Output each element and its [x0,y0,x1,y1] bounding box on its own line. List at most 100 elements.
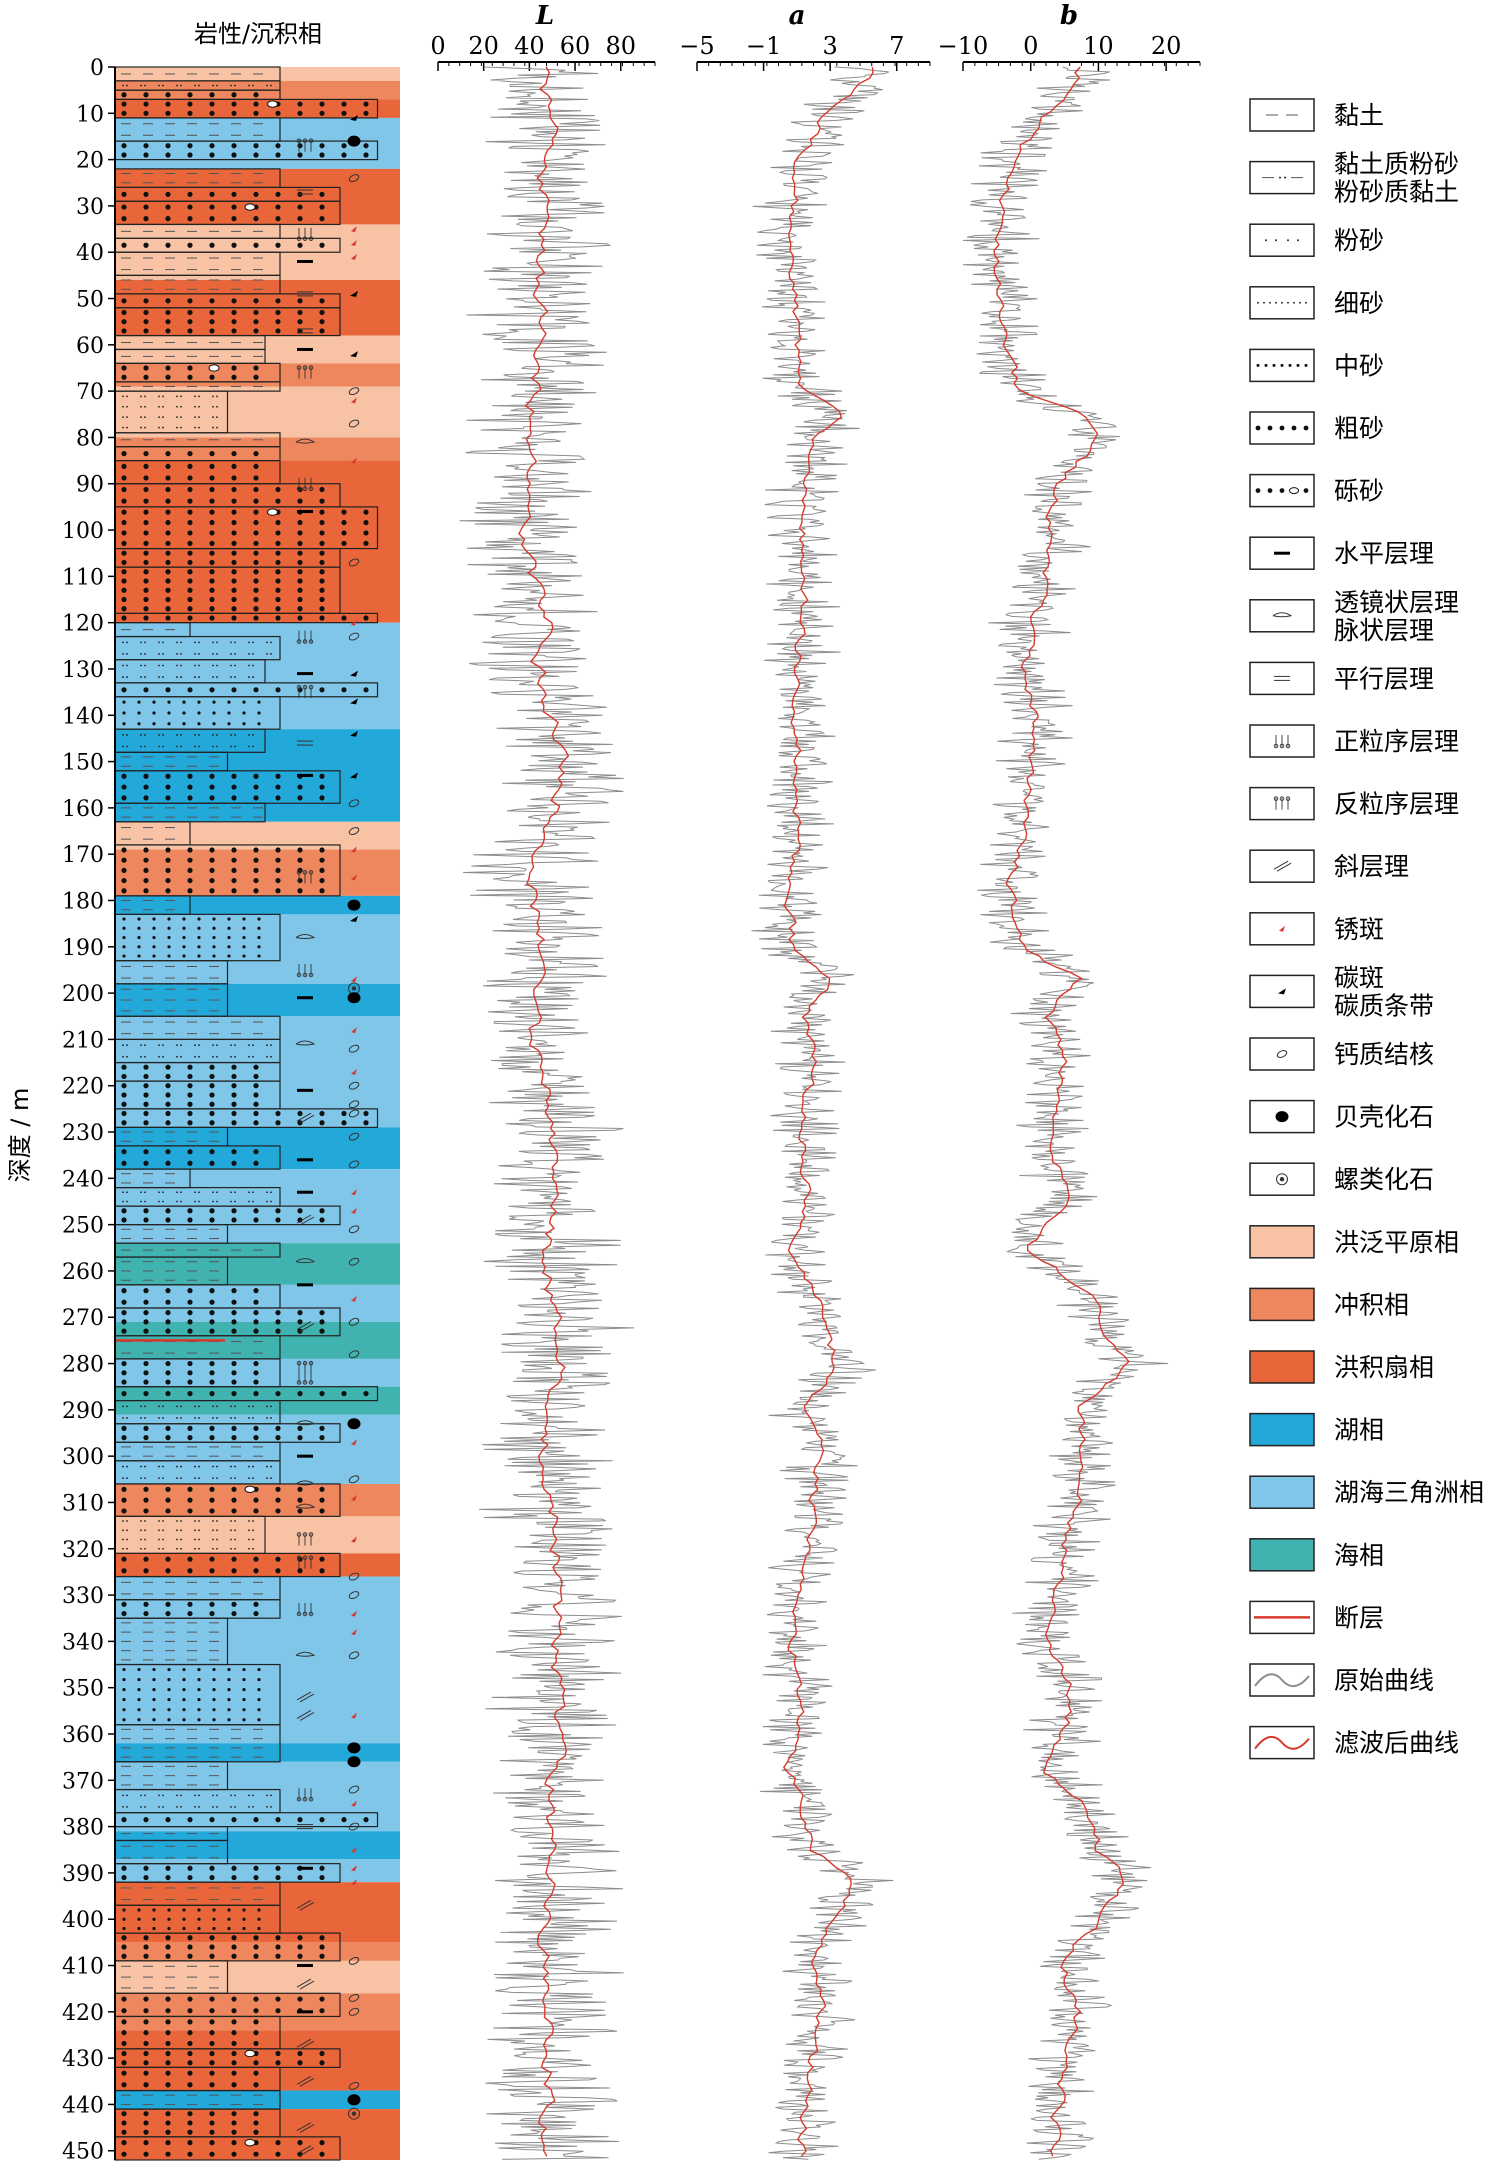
structure-parallel-icon [297,328,313,334]
legend-symbol [1267,425,1273,431]
sand-dot [209,847,215,853]
feature-nodule-icon [348,174,360,183]
sand-dot [319,1486,325,1492]
sand-dot [209,773,215,779]
structure-inverse-icon [296,365,314,379]
legend-label: 粗砂 [1334,414,1384,443]
lithology-pattern-csand [121,1817,369,1823]
chart-title-b: b [1060,1,1078,31]
silt-dot [176,1520,178,1522]
sand-dot [143,615,149,621]
legend-item-clay: 黏土 [1249,98,1384,132]
silt-dot [194,84,196,87]
sand-dot [165,1953,171,1959]
legend-symbol [1287,301,1289,304]
silt-dot [230,1044,232,1047]
sand-dot [253,578,259,584]
silt-dot [140,84,142,87]
sand-dot [275,1865,281,1871]
sand-dot [197,1688,201,1692]
feature-nodule-icon [348,1044,360,1053]
silt-dot [180,653,182,655]
sand-dot [143,1996,149,2002]
sand-dot [253,298,259,304]
sand-dot [297,784,303,790]
sand-dot [227,1708,231,1712]
stroke [302,870,308,875]
silt-dot [144,676,146,678]
lithology-pattern-clay [121,1446,263,1457]
mark [350,698,358,705]
legend-symbol [1284,176,1286,179]
sand-dot [187,1101,193,1107]
sand-dot [275,519,281,526]
depth-tick-label: 110 [62,565,104,590]
sand-dot [212,1698,216,1702]
stroke [1279,743,1285,749]
silt-dot [126,1200,128,1203]
sand-dot [152,1926,156,1931]
legend-symbol [1256,363,1260,367]
sand-dot [187,1497,193,1503]
sand-dot [209,1568,215,1574]
silt-dot [140,1405,142,1408]
sand-dot [121,1996,127,2002]
sand-dot [253,1110,259,1117]
sand-dot [209,857,215,863]
sand-dot [319,1435,325,1441]
lithology-pattern-csand [121,1425,325,1441]
legend-symbol [1265,239,1267,242]
sand-dot [122,700,126,704]
silt-dot [122,1055,124,1058]
legend-swatch [1249,160,1315,195]
sand-dot [187,1601,193,1607]
mark [350,670,358,677]
silt-dot [252,1794,254,1797]
stroke [299,2077,315,2087]
legend-item-lake: 湖相 [1249,1412,1384,1447]
facies-band-delta [115,1016,400,1128]
sand-dot [182,711,186,715]
sand-dot [182,1698,186,1702]
facies-band-alluvial [115,849,400,896]
sand-dot [231,1379,237,1385]
depth-tick-label: 450 [62,2140,104,2165]
silt-dot [176,1200,178,1203]
stroke [308,236,314,241]
sand-dot [165,559,171,566]
tick-label: 0 [430,32,445,60]
legend-symbol [1279,176,1281,179]
sand-dot [297,540,303,546]
legend-swatch [1249,1412,1315,1447]
legend-label: 平行层理 [1334,664,1434,693]
sand-dot [121,877,127,884]
sand-dot [197,945,201,949]
sand-dot [275,550,281,556]
silt-dot [158,1055,160,1058]
sand-dot [197,1718,201,1722]
sand-dot [143,2070,149,2076]
sand-dot [212,917,216,921]
legend-symbol [1303,488,1309,493]
depth-tick-label: 140 [62,704,104,729]
feature-nodule-icon [348,1109,360,1118]
sand-dot [253,2030,259,2036]
feature-rust-icon [351,1879,357,1886]
sand-dot [143,475,149,481]
silt-dot [140,641,142,644]
stroke [302,1360,308,1366]
silt-dot [198,1547,200,1550]
silt-dot [212,676,214,678]
sand-dot [297,606,303,612]
mark [348,827,360,835]
sand-dot [275,242,281,248]
sand-dot [227,1677,231,1682]
feature-nodule-icon [1276,1050,1288,1058]
silt-dot [248,1538,250,1541]
sand-dot [242,1926,246,1931]
silt-dot [194,416,196,419]
legend-label: 锈斑 [1334,915,1384,944]
sand-dot [121,1874,127,1881]
sand-dot [319,550,325,556]
silt-dot [194,1547,196,1550]
